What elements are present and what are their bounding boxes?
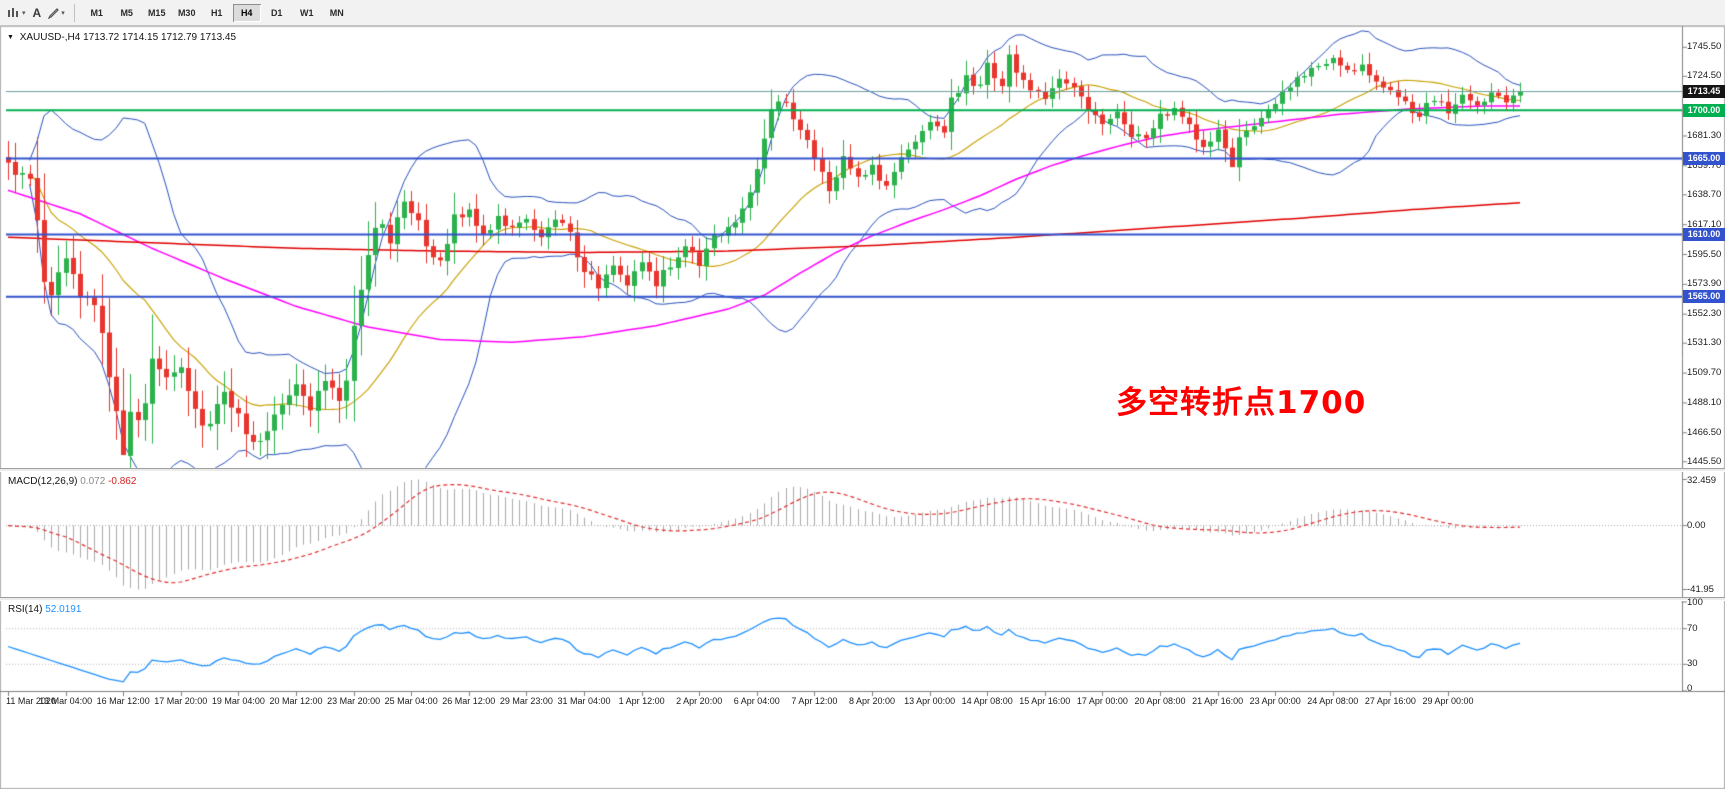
timeframe-button-m1[interactable]: M1 <box>90 7 103 18</box>
price-tick-label: 1531.30 <box>1687 337 1722 349</box>
price-tick-label: 1466.50 <box>1687 426 1722 438</box>
time-axis-label: 6 Apr 04:00 <box>733 696 780 706</box>
panel-separator-macd[interactable] <box>0 468 1725 472</box>
macd-scale-bottom: -41.95 <box>1687 584 1714 595</box>
price-level-label-1565: 1565.00 <box>1683 290 1725 304</box>
panel-separator-rsi[interactable] <box>0 597 1725 601</box>
time-axis-label: 23 Mar 20:00 <box>327 696 381 706</box>
rsi-name: RSI(14) <box>8 604 43 615</box>
time-axis-label: 24 Apr 08:00 <box>1307 696 1359 706</box>
time-axis-label: 29 Apr 00:00 <box>1422 696 1474 706</box>
open-value: 1713.72 <box>83 32 120 43</box>
rsi-scale-label: 30 <box>1687 658 1698 670</box>
dropdown-arrow-icon: ▾ <box>22 9 26 17</box>
timeframe-button-w1[interactable]: W1 <box>299 7 314 18</box>
chart-menu-icon[interactable]: ▾ <box>4 3 29 23</box>
symbol-collapse-icon[interactable]: ▼ <box>7 34 14 41</box>
time-axis-label: 7 Apr 12:00 <box>791 696 838 706</box>
timeframe-button-m30[interactable]: M30 <box>177 7 196 18</box>
macd-scale-top: 32.459 <box>1687 475 1717 486</box>
timeframe-button-h1[interactable]: H1 <box>210 7 223 18</box>
chart-ohlc-header: ▼ XAUUSD-,H4 1713.72 1714.15 1712.79 171… <box>7 32 236 43</box>
timeframe-button-m5[interactable]: M5 <box>120 7 133 18</box>
close-value: 1713.45 <box>199 32 237 43</box>
price-level-label-1610: 1610.00 <box>1683 227 1725 241</box>
time-axis-label: 8 Apr 20:00 <box>848 696 896 706</box>
price-tick-label: 1445.50 <box>1687 455 1722 467</box>
time-axis-label: 25 Mar 04:00 <box>384 696 438 706</box>
time-axis-label: 23 Apr 00:00 <box>1249 696 1301 706</box>
time-axis-label: 29 Mar 23:00 <box>499 696 553 706</box>
time-axis-label: 16 Mar 12:00 <box>96 696 150 706</box>
macd-scale-zero: 0.00 <box>1687 519 1706 531</box>
time-axis-label: 13 Apr 00:00 <box>904 696 956 706</box>
time-axis-label: 1 Apr 12:00 <box>618 696 665 706</box>
macd-value: 0.072 <box>80 476 106 487</box>
price-tick-label: 1638.70 <box>1687 188 1722 200</box>
dropdown-arrow-icon: ▾ <box>61 9 65 17</box>
price-level-label-1665: 1665.00 <box>1683 151 1725 165</box>
low-value: 1712.79 <box>160 32 198 43</box>
time-axis-label: 2 Apr 20:00 <box>676 696 723 706</box>
time-axis-label: 11 Mar 2020 <box>6 696 56 706</box>
time-axis-label: 17 Mar 20:00 <box>154 696 208 706</box>
price-tick-label: 1552.30 <box>1687 308 1722 320</box>
time-axis-label: 27 Apr 16:00 <box>1364 696 1416 706</box>
time-axis-label: 26 Mar 12:00 <box>442 696 496 706</box>
time-axis-label: 20 Apr 08:00 <box>1134 696 1186 706</box>
toolbar-separator <box>73 3 75 22</box>
timeframe-button-h4[interactable]: H4 <box>232 3 261 22</box>
price-tick-label: 1681.30 <box>1687 129 1722 141</box>
time-axis-label: 19 Mar 04:00 <box>211 696 265 706</box>
rsi-value: 52.0191 <box>45 604 82 615</box>
price-level-label-1700: 1700.00 <box>1683 103 1725 117</box>
price-tick-label: 1595.50 <box>1687 248 1722 260</box>
time-axis-label: 21 Apr 16:00 <box>1192 696 1244 706</box>
price-tick-label: 1509.70 <box>1687 367 1722 379</box>
rsi-scale-label: 100 <box>1687 597 1703 608</box>
price-tick-label: 1724.50 <box>1687 70 1722 82</box>
pencil-icon <box>48 7 60 19</box>
symbol-period-label: XAUUSD-,H4 <box>19 32 81 43</box>
high-value: 1714.15 <box>122 32 159 43</box>
timeframe-button-d1[interactable]: D1 <box>270 7 283 18</box>
current-price-label: 1713.45 <box>1683 85 1725 99</box>
macd-name: MACD(12,26,9) <box>8 476 78 487</box>
time-axis-label: 20 Mar 12:00 <box>269 696 323 706</box>
price-tick-label: 1617.10 <box>1687 218 1722 230</box>
time-axis-label: 15 Apr 16:00 <box>1019 696 1071 706</box>
timeframe-button-m15[interactable]: M15 <box>147 7 166 18</box>
text-tool-icon[interactable]: A <box>32 5 42 20</box>
rsi-scale-label: 0 <box>1687 683 1693 694</box>
price-tick-label: 1745.50 <box>1687 41 1722 53</box>
macd-signal-value: -0.862 <box>108 476 137 487</box>
rsi-scale-label: 70 <box>1687 622 1698 634</box>
macd-indicator-label: MACD(12,26,9) 0.072 -0.862 <box>8 476 136 487</box>
timeframe-button-mn[interactable]: MN <box>329 7 344 18</box>
time-axis-label: 14 Apr 08:00 <box>961 696 1013 706</box>
drawing-tools-icon[interactable]: ▾ <box>45 3 68 23</box>
rsi-indicator-label: RSI(14) 52.0191 <box>8 604 81 615</box>
timeframe-buttons: M1 M5 M15 M30 H1 H4 D1 W1 MN <box>83 3 353 22</box>
chart-text-annotation[interactable]: 多空转折点1700 <box>1116 385 1367 421</box>
time-axis-label: 31 Mar 04:00 <box>557 696 611 706</box>
price-tick-label: 1659.70 <box>1687 159 1722 171</box>
price-tick-label: 1573.90 <box>1687 278 1722 290</box>
bar-chart-icon <box>8 7 18 17</box>
time-axis-label: 13 Mar 04:00 <box>39 696 93 706</box>
toolbar: ▾ A ▾ M1 M5 M15 M30 H1 H4 D1 W1 MN <box>0 0 1725 26</box>
time-axis-label: 17 Apr 00:00 <box>1076 696 1128 706</box>
price-tick-label: 1488.10 <box>1687 396 1722 408</box>
